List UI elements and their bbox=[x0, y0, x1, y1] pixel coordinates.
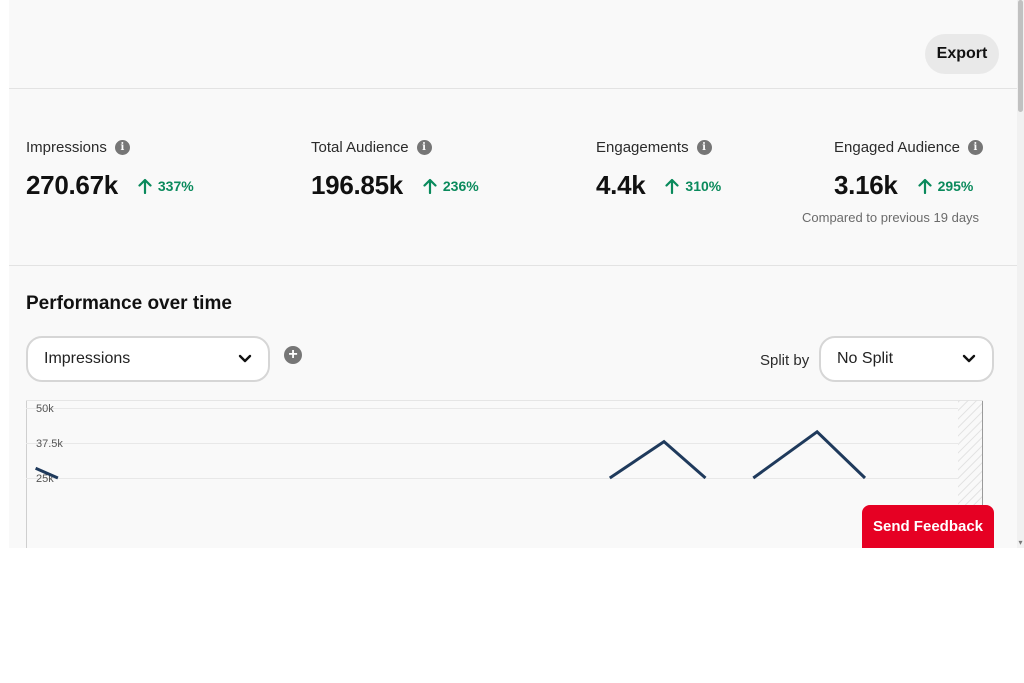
info-icon[interactable]: i bbox=[114, 139, 130, 155]
split-by-label: Split by bbox=[760, 352, 810, 369]
scrollbar-thumb[interactable] bbox=[1018, 0, 1023, 112]
arrow-up-icon bbox=[917, 178, 932, 194]
trend-up-indicator: 236% bbox=[423, 178, 479, 194]
metrics-divider bbox=[9, 265, 1017, 266]
blank-area bbox=[0, 548, 1024, 683]
chevron-down-icon bbox=[962, 354, 976, 363]
metric-dropdown-value: Impressions bbox=[44, 350, 131, 367]
scrollbar[interactable]: ▾ bbox=[1017, 0, 1024, 548]
metric-dropdown[interactable]: Impressions bbox=[26, 336, 270, 382]
metric-label: Total Audience bbox=[311, 138, 409, 156]
y-tick-label: 37.5k bbox=[36, 438, 63, 450]
metric-change: 295% bbox=[937, 178, 974, 194]
performance-chart: 50k 37.5k 25k bbox=[26, 400, 983, 548]
series-line bbox=[752, 429, 867, 480]
metric-total-audience: Total Audience i 196.85k 236% bbox=[311, 138, 479, 201]
trend-up-indicator: 337% bbox=[138, 178, 194, 194]
split-dropdown[interactable]: No Split bbox=[819, 336, 994, 382]
metric-change: 337% bbox=[157, 178, 194, 194]
arrow-up-icon bbox=[665, 178, 680, 194]
info-icon[interactable]: i bbox=[416, 139, 432, 155]
comparison-note: Compared to previous 19 days bbox=[802, 210, 980, 225]
scroll-down-icon[interactable]: ▾ bbox=[1018, 538, 1023, 547]
metric-value: 4.4k bbox=[596, 170, 646, 200]
chevron-down-icon bbox=[238, 354, 252, 363]
export-button[interactable]: Export bbox=[925, 34, 999, 74]
header-divider bbox=[9, 88, 1017, 89]
arrow-up-icon bbox=[138, 178, 152, 194]
metric-change: 310% bbox=[685, 178, 722, 194]
split-dropdown-value: No Split bbox=[837, 350, 894, 367]
trend-up-indicator: 310% bbox=[665, 178, 721, 194]
info-icon[interactable]: i bbox=[967, 139, 983, 155]
metric-label: Impressions bbox=[26, 138, 107, 156]
send-feedback-button[interactable]: Send Feedback bbox=[862, 505, 994, 548]
metric-value: 196.85k bbox=[311, 170, 403, 200]
metric-value: 3.16k bbox=[834, 170, 898, 200]
metric-change: 236% bbox=[442, 178, 479, 194]
metric-label: Engaged Audience bbox=[834, 138, 960, 156]
series-line bbox=[608, 439, 707, 480]
trend-up-indicator: 295% bbox=[917, 178, 974, 194]
add-metric-icon[interactable]: + bbox=[284, 346, 302, 364]
info-icon[interactable]: i bbox=[696, 139, 712, 155]
series-line bbox=[34, 466, 59, 480]
section-title: Performance over time bbox=[26, 293, 232, 314]
metric-label: Engagements bbox=[596, 138, 689, 156]
metric-value: 270.67k bbox=[26, 170, 118, 200]
metric-engaged-audience: Engaged Audience i 3.16k 295% bbox=[834, 138, 983, 201]
y-tick-label: 50k bbox=[36, 403, 54, 415]
metric-engagements: Engagements i 4.4k 310% bbox=[596, 138, 721, 201]
metric-impressions: Impressions i 270.67k 337% bbox=[26, 138, 194, 201]
analytics-panel: Export Impressions i 270.67k 337% Total A… bbox=[9, 0, 1017, 548]
arrow-up-icon bbox=[423, 178, 437, 194]
